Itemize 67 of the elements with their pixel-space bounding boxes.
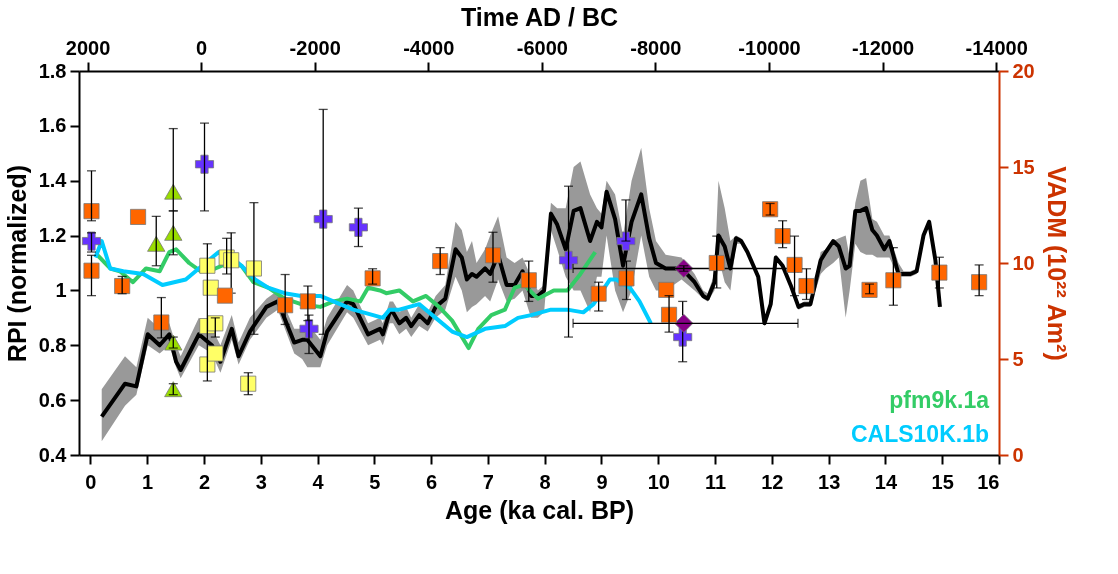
x-tick-label: 11 [704,470,727,493]
y-tick-label: 1 [55,278,67,301]
point [658,281,675,298]
x2-tick-label: -2000 [289,36,341,59]
x-tick-label: 4 [312,470,325,493]
point [313,209,333,229]
point [590,285,607,302]
point [618,270,635,287]
x2-tick-label: -10000 [738,36,801,59]
x-tick-label: 12 [761,470,784,493]
x2-tick-label: 0 [196,36,208,59]
point [199,257,216,274]
y-tick-label: 0.4 [38,443,68,466]
x-tick-label: 6 [426,470,438,493]
point [240,375,257,392]
x-tick-label: 2 [198,470,210,493]
x-tick-label: 8 [539,470,551,493]
x-tick-label: 16 [977,470,1000,493]
x2-tick-label: 2000 [65,36,111,59]
text: pfm9k.1a [889,387,990,413]
point [786,256,803,273]
point [708,255,725,271]
x2-tick-label: -14000 [965,36,1028,59]
point [520,272,537,289]
text: CALS10K.1b [850,421,989,447]
x-tick-label: 7 [482,470,494,493]
point [216,287,233,304]
y-tick-label: 1.2 [38,224,67,247]
x-axis-title: Age (ka cal. BP) [445,495,634,524]
y-tick-label: 1.6 [38,114,67,137]
x2-tick-label: -4000 [403,36,455,59]
x-tick-label: 15 [931,470,954,493]
x-tick-label: 1 [142,470,154,493]
y-tick-label: 0.6 [38,388,67,411]
y2-tick-label: 5 [1012,347,1024,370]
x-tick-label: 10 [647,470,670,493]
y-tick-label: 0.8 [38,333,67,356]
y2-tick-label: 10 [1012,251,1035,274]
x2-tick-label: -12000 [851,36,915,59]
y-tick-label: 1.8 [38,59,67,82]
point [202,279,219,296]
point [774,228,791,245]
x-tick-label: 5 [369,470,381,493]
point [432,253,449,270]
x-tick-label: 3 [255,470,267,493]
point [559,250,579,270]
point [153,314,170,331]
y2-tick-label: 0 [1012,443,1024,466]
y2-tick-label: 15 [1012,155,1035,178]
point [931,264,948,281]
x2-tick-label: -6000 [516,36,568,59]
point [195,154,214,174]
x-tick-label: 0 [85,470,97,493]
y2-tick-label: 20 [1012,59,1035,82]
x2-tick-label: -8000 [630,36,682,59]
x-tick-label: 14 [874,470,898,493]
x2-axis-title: Time AD / BC [461,2,618,31]
point [114,278,131,295]
y-tick-label: 1.4 [38,169,68,192]
point [207,345,224,362]
y2-axis-title: VADM (10²² Am²) [1042,166,1071,361]
point [130,208,147,225]
point [885,272,902,289]
x-tick-label: 9 [596,470,608,493]
y-axis-title: RPI (normalized) [2,164,31,363]
point [348,217,368,237]
x-tick-label: 13 [818,470,841,493]
